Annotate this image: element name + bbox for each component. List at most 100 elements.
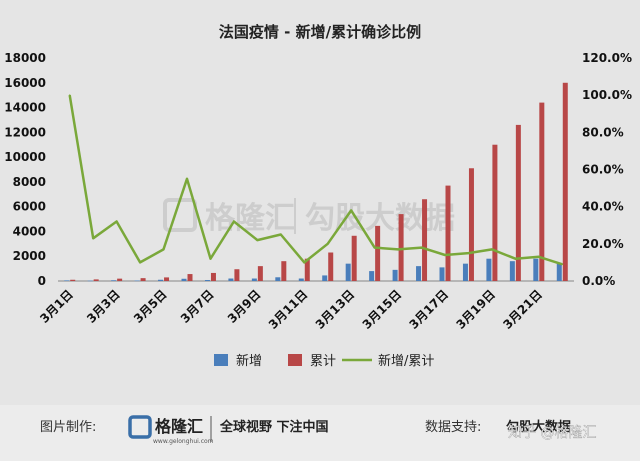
y-right-tick-label: 20.0% (582, 237, 624, 251)
line-ratio-point (561, 263, 564, 266)
line-ratio (68, 94, 563, 266)
bar-new (134, 280, 140, 282)
y-left-tick-label: 16000 (4, 76, 46, 90)
line-ratio-point (256, 239, 259, 241)
bar-cumulative (539, 102, 545, 281)
line-ratio-point (467, 252, 470, 254)
y-left-tick-label: 10000 (4, 150, 46, 164)
line-ratio-point (233, 220, 235, 223)
bar-new (509, 261, 515, 281)
bar-cumulative (187, 274, 193, 281)
bar-new (111, 280, 117, 281)
y-right-tick-label: 60.0% (582, 163, 624, 177)
bar-new (181, 278, 187, 281)
bar-cumulative (304, 258, 310, 281)
y-left-tick-label: 14000 (4, 101, 46, 115)
y-right-tick-label: 120.0% (582, 51, 632, 65)
legend-swatch-new (214, 354, 228, 366)
bar-new (322, 275, 328, 281)
line-ratio-point (538, 256, 540, 258)
line-series-group (68, 94, 564, 266)
bar-cumulative (93, 279, 99, 281)
footer-slogan: 全球视野 下注中国 (219, 419, 329, 435)
line-ratio-point (420, 246, 423, 249)
bar-new (87, 280, 93, 282)
bar-new (345, 263, 351, 281)
legend: 新增 累计 新增/累计 (214, 353, 434, 369)
bar-new (439, 267, 445, 281)
bar-new (556, 263, 562, 281)
chart-title: 法国疫情 - 新增/累计确诊比例 (219, 23, 421, 41)
bar-cumulative (562, 82, 568, 282)
bar-new (392, 269, 398, 281)
footer-logo-url: www.gelonghui.com (153, 438, 214, 445)
y-left-tick-label: 4000 (13, 224, 46, 238)
y-right-tick-label: 0.0% (582, 274, 615, 288)
footer-support-label: 数据支持: (425, 420, 481, 435)
line-ratio-point (491, 248, 493, 251)
bar-new (486, 258, 492, 281)
footer-maker-label: 图片制作: (40, 420, 96, 435)
bar-new (251, 278, 257, 281)
line-ratio-point (373, 246, 376, 249)
legend-label-ratio: 新增/累计 (378, 353, 434, 369)
bar-cumulative (140, 278, 146, 281)
footer-logo-icon (128, 415, 152, 439)
bar-cumulative (210, 272, 216, 281)
line-ratio-point (139, 261, 141, 264)
bar-cumulative (351, 235, 357, 281)
y-right-tick-label: 100.0% (582, 88, 632, 102)
bars-group (64, 82, 568, 282)
bar-new (369, 271, 375, 281)
bar-new (275, 277, 281, 281)
line-ratio-point (115, 220, 118, 223)
line-ratio-point (209, 257, 212, 260)
footer: 图片制作: 格隆汇 www.gelonghui.com 全球视野 下注中国 数据… (0, 405, 640, 461)
bar-new (462, 263, 468, 281)
y-right-tick-label: 40.0% (582, 200, 624, 214)
bar-cumulative (257, 266, 263, 281)
line-ratio-point (514, 257, 517, 260)
bar-cumulative (234, 269, 240, 281)
footer-background (0, 405, 640, 461)
bar-cumulative (468, 168, 474, 281)
line-ratio-point (92, 237, 94, 240)
bar-cumulative (422, 199, 428, 281)
legend-label-cumulative: 累计 (310, 354, 336, 369)
footer-support-name: 勾股大数据 (506, 419, 571, 435)
bar-new (158, 279, 164, 281)
y-left-tick-label: 12000 (4, 125, 46, 139)
bar-new (298, 278, 304, 281)
y-left-tick-label: 0 (38, 274, 46, 288)
legend-label-new: 新增 (236, 353, 262, 369)
line-ratio-point (397, 248, 399, 251)
bar-new (416, 266, 422, 281)
bar-new (64, 280, 70, 281)
bar-cumulative (375, 225, 381, 281)
line-ratio-point (162, 248, 165, 251)
y-axis-right: 0.0% 20.0% 40.0% 60.0% 80.0% 100.0% 120.0% (582, 51, 632, 288)
line-ratio-point (444, 254, 446, 256)
y-left-tick-label: 6000 (13, 200, 46, 214)
footer-zhihu-credit: 知乎 @格隆汇 (508, 424, 596, 441)
y-left-tick-label: 2000 (13, 249, 46, 263)
line-ratio-point (68, 94, 71, 96)
watermark-logo-text: 格隆汇 (205, 201, 295, 236)
bar-cumulative (70, 279, 76, 281)
y-right-tick-label: 80.0% (582, 125, 624, 139)
bar-cumulative (164, 277, 170, 281)
bar-cumulative (445, 185, 451, 281)
bar-cumulative (492, 144, 498, 281)
bar-cumulative (281, 261, 287, 281)
legend-swatch-cumulative (288, 354, 302, 366)
watermark: 格隆汇 勾股大数据 (163, 198, 455, 236)
y-left-tick-label: 18000 (4, 51, 46, 65)
bar-cumulative (515, 124, 521, 282)
bar-cumulative (117, 278, 123, 281)
line-ratio-point (350, 209, 352, 212)
y-left-tick-label: 8000 (13, 175, 46, 189)
bar-new (533, 258, 539, 281)
y-axis-left: 0 2000 4000 6000 8000 10000 12000 14000 16000 180… (4, 51, 46, 288)
line-ratio-point (280, 233, 282, 236)
